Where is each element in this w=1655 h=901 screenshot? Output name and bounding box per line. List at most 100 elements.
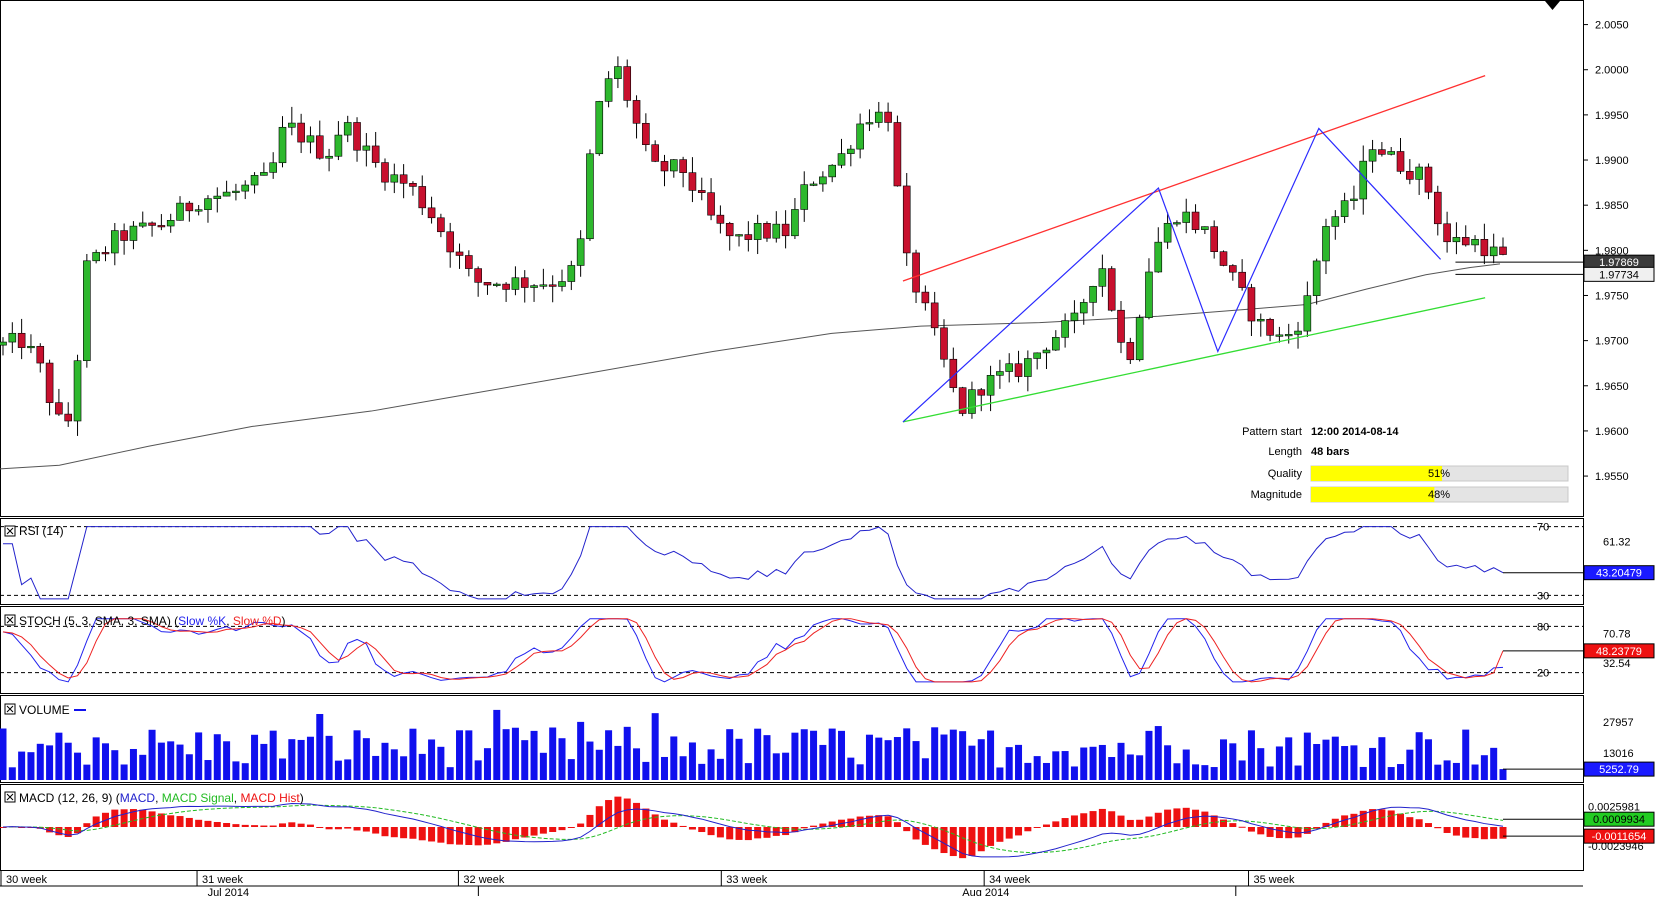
macd-hist-bar <box>558 827 566 831</box>
volume-bar <box>288 739 296 780</box>
macd-hist-bar <box>1042 824 1050 827</box>
volume-bar <box>306 736 314 780</box>
candle-body <box>1461 237 1470 246</box>
volume-bar <box>791 732 799 780</box>
macd-close-paren: ) <box>300 791 304 805</box>
volume-bar <box>567 759 575 780</box>
candle-body <box>390 174 399 183</box>
macd-hist-bar <box>1322 822 1330 827</box>
volume-last-box <box>1583 761 1655 777</box>
week-label: 34 week <box>989 874 1030 886</box>
volume-bar <box>269 730 277 780</box>
macd-hist-bar <box>465 827 473 846</box>
price-panel: 2.00502.00001.99501.99001.98501.98001.97… <box>0 0 1655 517</box>
macd-hist-bar <box>306 824 314 827</box>
macd-hist-bar <box>64 827 72 837</box>
macd-hist-bar <box>381 827 389 837</box>
volume-bar <box>987 730 995 780</box>
rsi-panel: 70 30 61.32 43.20479 <box>0 518 1655 605</box>
volume-bar <box>1275 746 1283 780</box>
macd-hist-bar <box>949 827 957 857</box>
macd-open-paren: ( <box>112 791 119 805</box>
volume-bar <box>372 755 380 780</box>
candle-body <box>111 230 119 254</box>
rsi-axis-label: 61.32 <box>1603 537 1631 549</box>
volume-bar <box>921 758 929 780</box>
macd-hist-bar <box>353 827 361 831</box>
macd-hist-bar <box>1406 817 1414 827</box>
volume-bar <box>297 739 305 780</box>
candle-body <box>1312 260 1321 296</box>
volume-bar <box>157 742 165 780</box>
candle-body <box>511 277 520 290</box>
candle-body <box>36 345 45 364</box>
candle-body <box>381 162 389 183</box>
volume-bar <box>521 740 529 780</box>
candle-body <box>567 265 576 282</box>
candle-body <box>213 195 222 199</box>
volume-title-text: VOLUME <box>19 703 70 717</box>
macd-hist-bar <box>1434 827 1442 829</box>
macd-hist-bar <box>1210 815 1218 827</box>
volume-bar <box>409 728 417 780</box>
chart-menu-chevron-icon[interactable] <box>1545 1 1560 10</box>
candle-body <box>1182 211 1191 223</box>
macd-hist-bar <box>334 827 342 830</box>
macd-hist-bar <box>1052 821 1060 827</box>
volume-bar <box>1182 749 1190 780</box>
volume-bar <box>1247 730 1255 780</box>
macd-hist-bar <box>1201 811 1209 827</box>
volume-bar <box>660 756 668 780</box>
candle-body <box>176 202 184 221</box>
macd-hist-bar <box>633 802 641 827</box>
macd-hist-bar <box>819 823 827 827</box>
candle-body <box>502 283 510 290</box>
candle-body <box>1238 271 1246 288</box>
volume-bar <box>847 757 855 780</box>
candle-body <box>1359 160 1368 200</box>
candle-body <box>437 217 445 233</box>
macd-hist-bar <box>362 827 370 832</box>
macd-hist-bar <box>726 827 734 840</box>
volume-bar <box>1471 764 1479 780</box>
volume-bar <box>46 745 54 780</box>
volume-bar <box>1462 729 1470 780</box>
macd-hist-bar <box>940 827 948 854</box>
volume-bar <box>698 763 706 780</box>
macd-hist-bar <box>409 827 417 839</box>
candle-body <box>297 122 305 143</box>
macd-legend-sep2: , <box>234 791 241 805</box>
candle-body <box>651 144 659 162</box>
volume-bar <box>8 767 16 780</box>
macd-hist-bar <box>688 827 696 830</box>
candle-body <box>530 285 538 288</box>
macd-hist-bar <box>446 827 454 845</box>
candle-body <box>362 145 371 151</box>
volume-bar <box>884 740 892 780</box>
volume-bar <box>1164 745 1172 780</box>
volume-bar <box>1359 766 1367 780</box>
macd-hist-bar <box>623 798 631 827</box>
volume-bar <box>223 741 231 780</box>
volume-bar <box>446 767 454 780</box>
macd-hist-bar <box>959 827 967 859</box>
macd-hist-bar <box>987 827 995 846</box>
macd-hist-bar <box>1266 827 1274 837</box>
volume-bar <box>55 732 63 780</box>
macd-signal-line <box>2 804 1504 854</box>
macd-hist-bar <box>511 827 519 840</box>
macd-hist-bar <box>83 823 91 827</box>
macd-hist-bar <box>754 827 762 839</box>
macd-hist-bar <box>1126 819 1134 827</box>
macd-hist-bar <box>428 827 436 842</box>
candle-body <box>334 134 343 157</box>
volume-bar <box>763 735 771 780</box>
candle-body <box>725 223 734 237</box>
rsi-frame <box>0 518 1584 605</box>
volume-bar <box>633 748 641 780</box>
volume-bar <box>1499 769 1507 780</box>
candle-body <box>1284 334 1293 337</box>
macd-hist-bar <box>698 827 706 833</box>
lower-channel-line <box>902 297 1486 423</box>
candle-body <box>697 190 706 193</box>
